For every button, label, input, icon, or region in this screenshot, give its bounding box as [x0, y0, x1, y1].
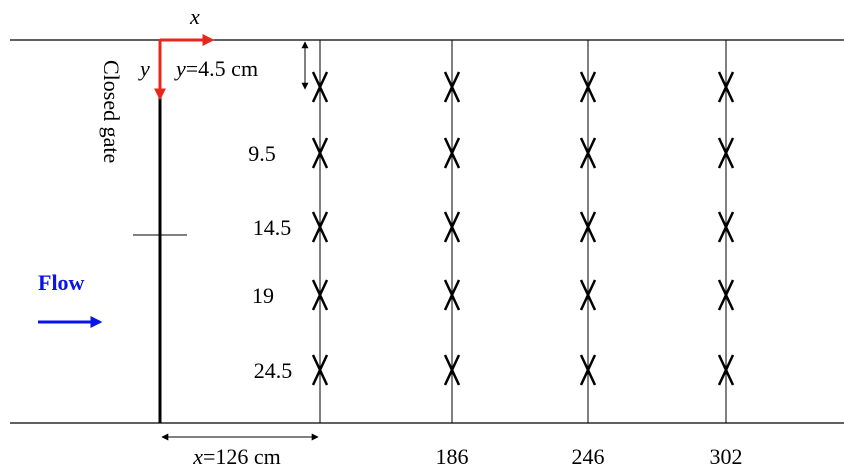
- measurement-point: [717, 354, 735, 386]
- distance-label: 246: [572, 444, 605, 469]
- x-axis-label: x: [189, 4, 200, 29]
- depth-label: 19: [252, 283, 274, 308]
- distance-label: 186: [436, 444, 469, 469]
- distance-label: 302: [710, 444, 743, 469]
- depth-label: 9.5: [248, 141, 276, 166]
- depth-label: 24.5: [254, 358, 293, 383]
- depth-label: 14.5: [253, 215, 292, 240]
- first-distance-label: x=126 cm: [192, 444, 281, 469]
- depth-value: =4.5 cm: [186, 56, 258, 81]
- measurement-point: [717, 211, 735, 243]
- depth-var: y: [174, 56, 186, 81]
- first-depth-label: y=4.5 cm: [174, 56, 258, 81]
- measurement-point: [717, 71, 735, 103]
- distance-value: =126 cm: [203, 444, 281, 469]
- measurement-point: [717, 279, 735, 311]
- measurement-point: [579, 279, 597, 311]
- measurement-point: [579, 211, 597, 243]
- flow-label: Flow: [38, 270, 85, 295]
- measurement-point: [311, 71, 329, 103]
- measurement-point: [579, 71, 597, 103]
- measurement-point: [443, 211, 461, 243]
- measurement-point: [443, 279, 461, 311]
- measurement-point: [443, 71, 461, 103]
- measurement-point: [443, 137, 461, 169]
- distance-var: x: [192, 444, 203, 469]
- y-axis-label: y: [138, 56, 150, 81]
- measurement-point: [311, 211, 329, 243]
- measurement-sections: [311, 40, 735, 423]
- measurement-point: [311, 137, 329, 169]
- measurement-point: [579, 137, 597, 169]
- measurement-point: [579, 354, 597, 386]
- measurement-point: [443, 354, 461, 386]
- measurement-point: [311, 354, 329, 386]
- channel: [10, 39, 844, 424]
- measurement-point: [717, 137, 735, 169]
- measurement-point: [311, 279, 329, 311]
- gate-label: Closed gate: [99, 60, 124, 163]
